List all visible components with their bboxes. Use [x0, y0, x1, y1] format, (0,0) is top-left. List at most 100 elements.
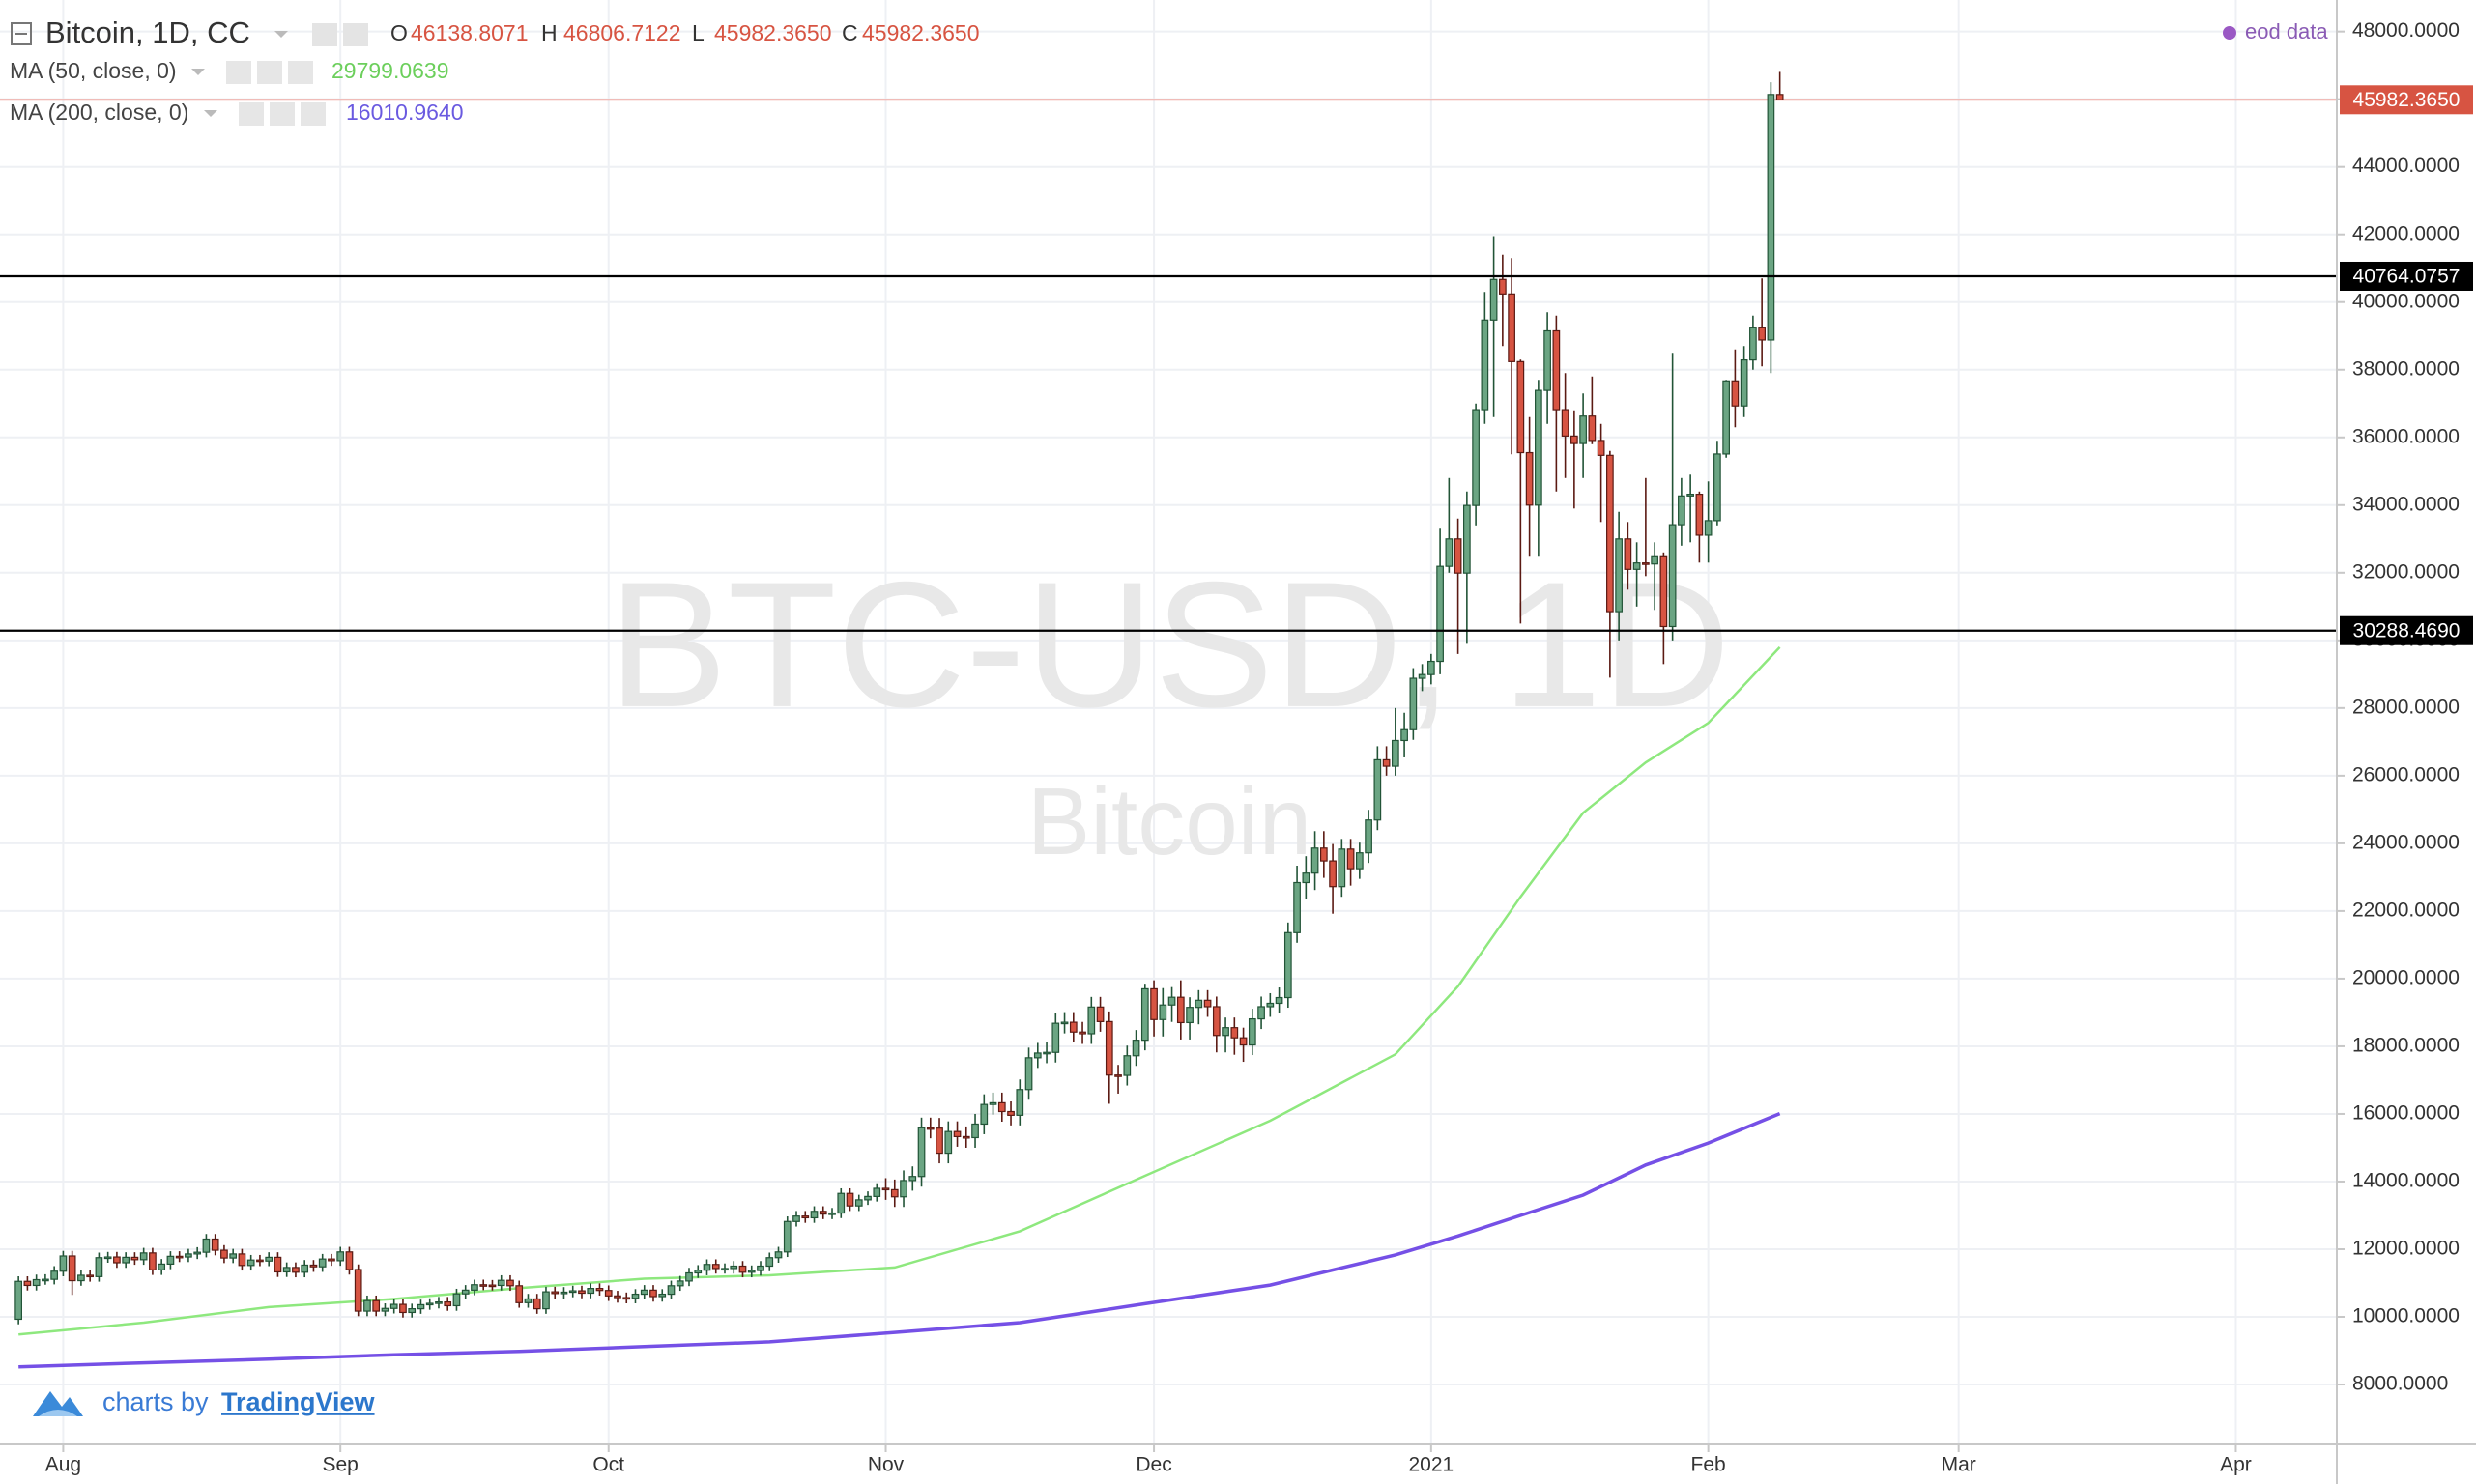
candle-body [1302, 872, 1310, 884]
candle-body [997, 1101, 1006, 1113]
candle-body [1678, 495, 1685, 526]
ohlc-key: H [541, 20, 558, 45]
candle-body [1525, 451, 1534, 506]
candle-body [730, 1265, 738, 1270]
x-tick-label: Oct [592, 1454, 624, 1476]
candle-body [479, 1284, 488, 1287]
symbol-title: Bitcoin, 1D, CC [45, 15, 250, 49]
candle-body [1355, 852, 1364, 870]
candle-body [1338, 848, 1346, 888]
candle-body [560, 1291, 568, 1295]
candle-body [1105, 1020, 1113, 1076]
candle-body [211, 1238, 219, 1251]
candle-body [542, 1291, 550, 1310]
candle-body [122, 1256, 130, 1264]
branding: charts by TradingView [33, 1387, 376, 1416]
candle-body [113, 1256, 121, 1264]
candle-body [1535, 389, 1542, 506]
candle-body [1463, 504, 1471, 574]
y-tick-label: 42000.0000 [2352, 222, 2460, 244]
candle-body [1222, 1027, 1229, 1037]
y-tick-label: 44000.0000 [2352, 155, 2460, 177]
candle-body [166, 1255, 175, 1266]
dropdown-caret[interactable] [274, 31, 288, 38]
y-tick-label: 28000.0000 [2352, 696, 2460, 718]
watermark-subtitle: Bitcoin [1027, 768, 1311, 874]
candle-body [524, 1298, 533, 1303]
visibility-icon[interactable] [312, 23, 337, 46]
ma-icon[interactable] [288, 61, 313, 84]
candle-body [926, 1127, 935, 1130]
candle-body [1426, 660, 1435, 675]
candle-body [158, 1263, 166, 1270]
level-label-box [2340, 261, 2473, 291]
candle-body [873, 1187, 881, 1197]
candle-body [1150, 987, 1158, 1020]
x-tick-label: Dec [1136, 1454, 1171, 1476]
candle-body [989, 1101, 997, 1105]
candle-body [1257, 1006, 1265, 1020]
y-tick-label: 32000.0000 [2352, 560, 2460, 583]
ma-icon[interactable] [270, 102, 295, 126]
candle-body [1642, 562, 1650, 565]
candle-body [1472, 409, 1480, 506]
candle-body [1024, 1057, 1033, 1091]
settings-icon[interactable] [343, 23, 368, 46]
y-tick-label: 22000.0000 [2352, 899, 2460, 921]
y-tick-label: 48000.0000 [2352, 19, 2460, 42]
candle-body [578, 1290, 586, 1295]
x-tick-label: Feb [1691, 1454, 1726, 1476]
candle-body [1489, 278, 1498, 321]
candle-body [1704, 520, 1713, 536]
candle-body [757, 1265, 764, 1271]
ma-value: 29799.0639 [331, 58, 449, 83]
candle-body [32, 1278, 41, 1287]
candle-body [301, 1264, 309, 1273]
candle-body [1051, 1022, 1060, 1053]
candle-body [1310, 847, 1319, 874]
candle-body [363, 1299, 371, 1312]
candle-body [1239, 1037, 1248, 1046]
candle-body [220, 1249, 228, 1259]
dropdown-caret[interactable] [204, 110, 217, 117]
ma-icon[interactable] [257, 61, 282, 84]
candle-body [1373, 758, 1382, 821]
ma-icon[interactable] [226, 61, 251, 84]
header: Bitcoin, 1D, CC O 46138.8071 H 46806.7122 L 4… [10, 15, 2328, 126]
candle-body [1230, 1027, 1239, 1039]
y-tick-label: 8000.0000 [2352, 1373, 2448, 1395]
candle-body [86, 1274, 95, 1278]
candle-body [1659, 555, 1668, 628]
level-label: 30288.4690 [2353, 619, 2461, 642]
candle-body [1543, 329, 1551, 391]
candle-body [1114, 1074, 1122, 1077]
candle-body [1695, 493, 1704, 536]
candle-body [1516, 360, 1525, 454]
candle-body [23, 1280, 32, 1287]
y-tick-label: 12000.0000 [2352, 1238, 2460, 1260]
axes: 8000.0000 10000.0000 12000.0000 14000.0000 1… [45, 19, 2473, 1476]
x-tick-label: Nov [868, 1454, 905, 1476]
dropdown-caret[interactable] [191, 69, 205, 75]
candle-body [1749, 327, 1757, 361]
branding-link[interactable]: TradingView [221, 1387, 376, 1416]
candle-body [318, 1258, 327, 1268]
ma-line [18, 1111, 1781, 1369]
candle-body [1409, 677, 1418, 730]
ma-icon[interactable] [301, 102, 326, 126]
candle-body [149, 1252, 157, 1270]
candle-body [1248, 1017, 1256, 1046]
collapse-icon[interactable] [11, 22, 32, 45]
y-tick-label: 20000.0000 [2352, 966, 2460, 988]
last-price-label: 45982.3650 [2353, 89, 2461, 111]
candle-body [1767, 94, 1775, 341]
logo-icon-cloud [39, 1410, 77, 1416]
x-tick-label: Mar [1942, 1454, 1976, 1476]
candle-body [1132, 1040, 1140, 1057]
candle-body [139, 1252, 148, 1261]
candle-body [551, 1291, 560, 1295]
ma-icon[interactable] [239, 102, 264, 126]
candle-body [14, 1280, 23, 1321]
